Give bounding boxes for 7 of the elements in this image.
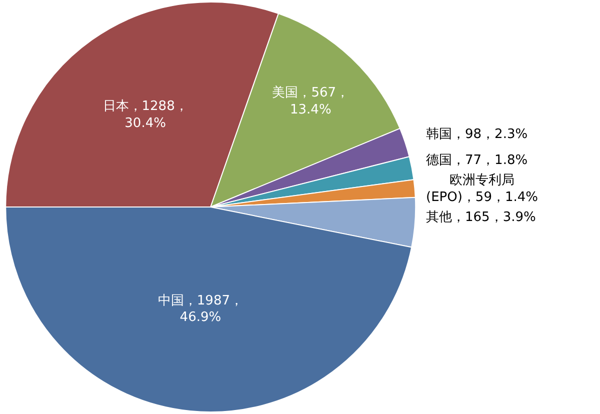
slice-label: 其他，165，3.9% [426,210,536,225]
slice-label: 韩国，98，2.3% [426,127,528,142]
slice-label: 中国，1987， 46.9% [158,293,243,326]
slice-label: 美国，567， 13.4% [272,84,350,118]
slice-label: 日本，1288， 30.4% [102,98,188,131]
slice-label: 德国，77，1.8% [426,153,528,168]
slice-label: 欧洲专利局 (EPO)，59，1.4% [426,173,538,205]
